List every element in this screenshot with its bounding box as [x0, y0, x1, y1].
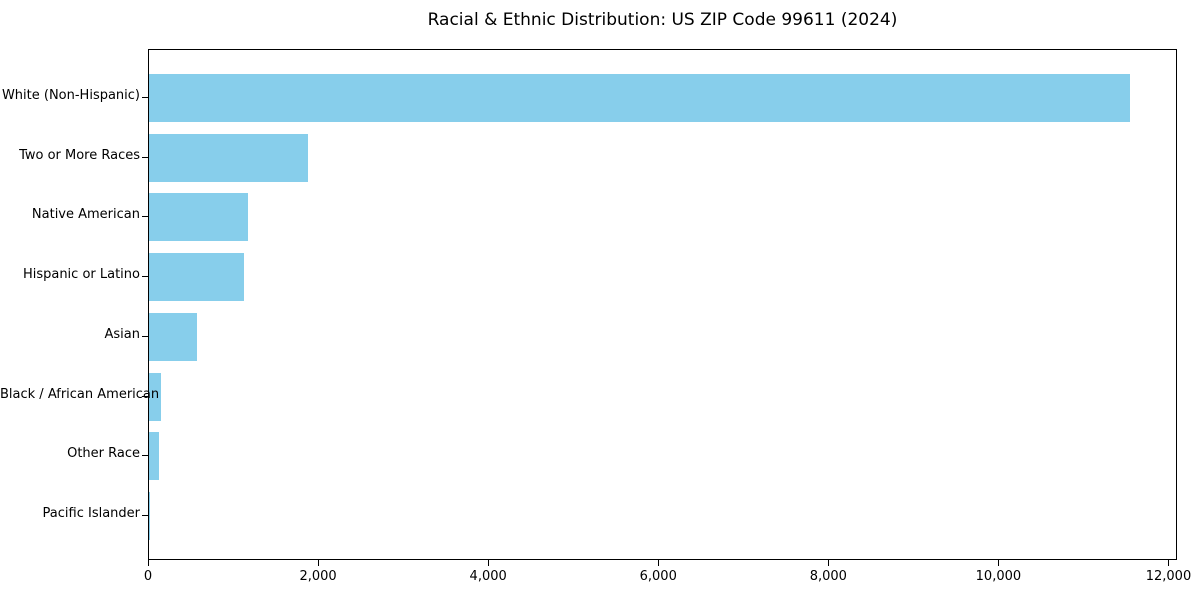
- x-axis-tick: [1168, 560, 1170, 566]
- x-axis-tick: [828, 560, 830, 566]
- bar-white-non-hispanic: [149, 74, 1130, 122]
- bar-native-american: [149, 193, 249, 242]
- y-axis-tick: [142, 514, 148, 516]
- bar-asian: [149, 312, 198, 361]
- y-axis-tick: [142, 455, 148, 457]
- y-axis-label: White (Non-Hispanic): [1, 88, 140, 103]
- y-axis-label: Native American: [31, 207, 140, 223]
- x-axis-tick-label: 4,000: [469, 569, 507, 584]
- x-axis-tick: [998, 560, 1000, 566]
- y-axis-label: Pacific Islander: [42, 505, 140, 521]
- x-axis-tick-label: 8,000: [809, 569, 847, 584]
- plot-area: [148, 49, 1177, 560]
- x-axis-tick: [318, 560, 320, 566]
- x-axis-tick: [658, 560, 660, 566]
- x-axis-tick-label: 0: [143, 569, 153, 584]
- bar-other-race: [149, 432, 160, 481]
- y-axis-tick: [142, 395, 148, 397]
- bar-pacific-islander: [149, 491, 151, 540]
- bar-hispanic-or-latino: [149, 253, 245, 302]
- x-axis-tick: [148, 560, 149, 566]
- bar-black-african-american: [149, 372, 162, 421]
- x-axis-tick-label: 2,000: [299, 569, 337, 584]
- y-axis-label: Asian: [104, 326, 140, 342]
- y-axis-tick: [142, 97, 148, 98]
- bar-two-or-more-races: [149, 133, 309, 182]
- x-axis-tick: [488, 560, 490, 566]
- y-axis-label: Hispanic or Latino: [22, 267, 140, 283]
- y-axis-label: Black / African American: [0, 386, 160, 402]
- y-axis-label: Two or More Races: [19, 147, 140, 163]
- x-axis-tick-label: 6,000: [639, 569, 677, 584]
- x-axis-tick-label: 12,000: [1145, 569, 1192, 584]
- y-axis-tick: [142, 335, 148, 337]
- chart-title: Racial & Ethnic Distribution: US ZIP Cod…: [427, 10, 898, 30]
- y-axis-label: Other Race: [67, 446, 140, 462]
- y-axis-tick: [142, 276, 148, 278]
- x-axis-tick-label: 10,000: [975, 569, 1022, 584]
- y-axis-tick: [142, 156, 148, 158]
- y-axis-tick: [142, 216, 148, 218]
